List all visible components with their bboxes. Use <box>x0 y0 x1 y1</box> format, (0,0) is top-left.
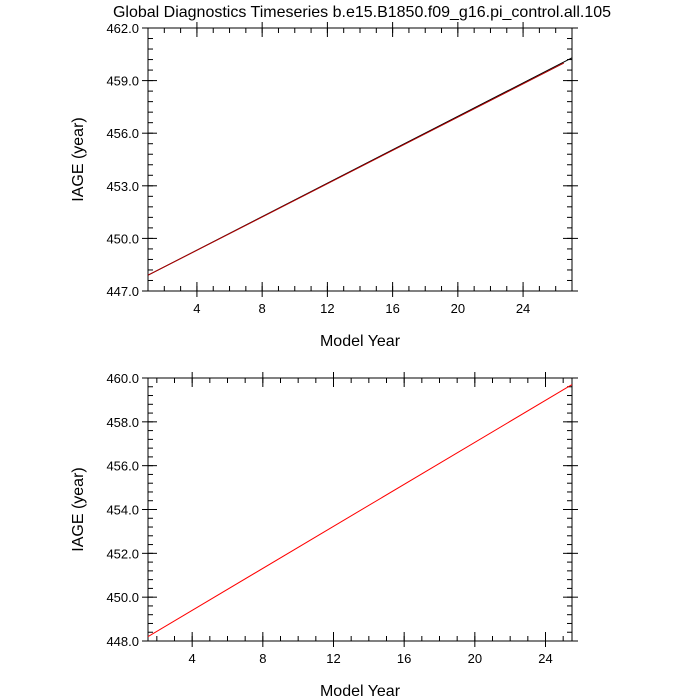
y-tick-label: 458.0 <box>106 415 139 430</box>
y-tick-label: 456.0 <box>106 459 139 474</box>
y-tick-label: 450.0 <box>106 231 139 246</box>
y-tick-label: 456.0 <box>106 126 139 141</box>
x-tick-label: 12 <box>320 301 334 316</box>
x-tick-label: 8 <box>259 651 266 666</box>
plot-frame <box>147 377 573 642</box>
x-tick-label: 20 <box>451 301 465 316</box>
y-tick-label: 459.0 <box>106 74 139 89</box>
figure-title: Global Diagnostics Timeseries b.e15.B185… <box>113 4 611 21</box>
x-axis-label: Model Year <box>320 683 401 700</box>
y-tick-label: 448.0 <box>106 634 139 649</box>
x-tick-label: 4 <box>193 301 200 316</box>
y-tick-label: 462.0 <box>106 21 139 36</box>
y-tick-label: 450.0 <box>106 590 139 605</box>
y-axis-label: IAGE (year) <box>70 117 87 201</box>
x-tick-label: 4 <box>189 651 196 666</box>
y-tick-label: 454.0 <box>106 503 139 518</box>
x-tick-label: 16 <box>385 301 399 316</box>
series-line-0 <box>147 384 573 638</box>
series-line-1 <box>147 62 565 276</box>
x-tick-label: 12 <box>326 651 340 666</box>
x-axis-label: Model Year <box>320 333 401 350</box>
top-panel: 4 8 12 16 20 24 447.0 450.0 453.0 456.0 459.0 462.0… <box>70 21 578 350</box>
y-axis-label: IAGE (year) <box>70 467 87 551</box>
plot-frame <box>147 27 573 292</box>
y-tick-label: 453.0 <box>106 179 139 194</box>
x-tick-label: 16 <box>397 651 411 666</box>
y-tick-label: 452.0 <box>106 546 139 561</box>
x-tick-label: 24 <box>516 301 530 316</box>
y-tick-label: 447.0 <box>106 284 139 299</box>
bottom-panel: 4 8 12 16 20 24 448.0 450.0 452.0 454.0 456.0 458.0… <box>70 371 578 700</box>
x-tick-label: 20 <box>468 651 482 666</box>
x-tick-label: 8 <box>259 301 266 316</box>
y-tick-label: 460.0 <box>106 371 139 386</box>
x-tick-label: 24 <box>538 651 552 666</box>
